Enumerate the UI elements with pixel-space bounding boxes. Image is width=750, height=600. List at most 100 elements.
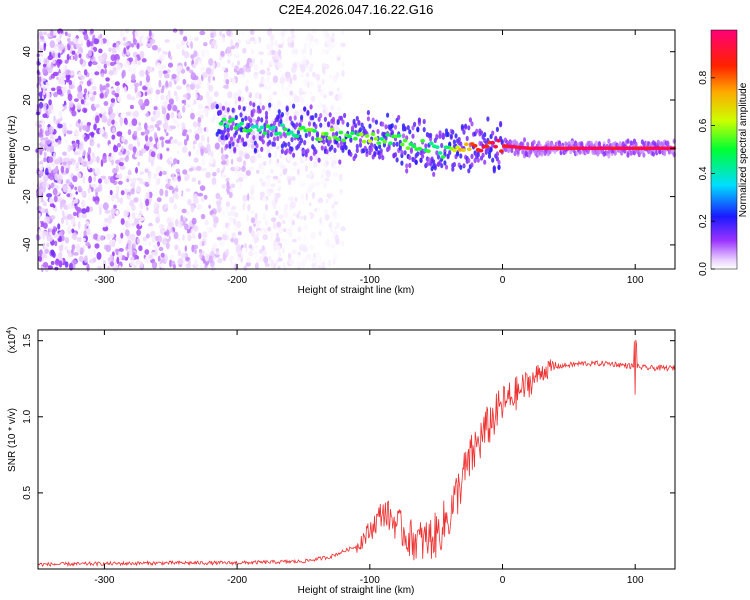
noise-cell	[47, 67, 53, 74]
noise-cell	[47, 109, 52, 115]
noise-cell	[112, 251, 115, 257]
noise-cell	[266, 76, 270, 81]
ridge-cell	[405, 146, 411, 151]
noise-cell	[159, 188, 164, 196]
noise-cell	[126, 205, 130, 211]
noise-cell	[36, 206, 42, 211]
noise-cell	[129, 182, 136, 188]
noise-cell	[325, 76, 331, 81]
noise-cell	[44, 216, 50, 224]
noise-cell	[301, 258, 308, 265]
ridge-halo-cell	[416, 151, 420, 157]
ridge-halo-cell	[285, 148, 289, 154]
noise-cell	[228, 179, 233, 185]
noise-cell	[298, 178, 302, 183]
noise-cell	[130, 256, 135, 261]
noise-cell	[311, 27, 318, 35]
noise-cell	[270, 39, 274, 47]
noise-cell	[78, 156, 82, 164]
noise-cell	[144, 181, 150, 187]
ridge-halo-cell	[491, 130, 495, 136]
ridge-halo-cell	[436, 154, 441, 160]
ridge-halo-cell	[231, 141, 235, 147]
noise-cell	[96, 143, 101, 149]
ridge-halo-cell	[231, 120, 235, 126]
noise-cell	[53, 134, 59, 140]
ridge-cell	[411, 144, 417, 149]
ridge-halo-cell	[223, 127, 227, 133]
noise-cell	[111, 119, 115, 125]
noise-cell	[270, 168, 275, 174]
noise-cell	[80, 99, 85, 105]
noise-cell	[209, 157, 214, 165]
noise-cell	[333, 193, 337, 200]
noise-cell	[148, 29, 152, 38]
noise-cell	[200, 213, 206, 220]
noise-cell	[224, 230, 228, 236]
ridge-halo-cell	[416, 127, 420, 133]
noise-cell	[66, 129, 73, 135]
noise-cell	[172, 28, 178, 33]
ridge-halo-cell	[499, 120, 503, 127]
ridge-cell	[396, 133, 402, 138]
noise-cell	[261, 245, 265, 252]
noise-cell	[71, 259, 78, 266]
noise-cell	[102, 156, 108, 164]
ridge-halo-cell	[486, 116, 490, 122]
ridge-halo-cell	[597, 141, 602, 147]
noise-cell	[132, 67, 136, 75]
ridge-halo-cell	[350, 125, 355, 131]
noise-cell	[145, 192, 150, 199]
noise-cell	[70, 218, 76, 225]
noise-cell	[202, 231, 208, 239]
noise-cell	[245, 137, 251, 143]
noise-cell	[41, 220, 44, 226]
noise-cell	[93, 123, 97, 131]
noise-cell	[296, 213, 300, 219]
ridge-halo-cell	[516, 149, 520, 155]
noise-cell	[109, 261, 115, 267]
noise-cell	[105, 83, 110, 88]
noise-cell	[270, 183, 276, 188]
noise-cell	[119, 118, 123, 127]
noise-cell	[115, 174, 121, 179]
noise-cell	[220, 147, 224, 154]
noise-cell	[212, 113, 216, 122]
noise-cell	[309, 244, 315, 250]
noise-cell	[201, 167, 207, 172]
noise-cell	[64, 31, 68, 36]
noise-cell	[207, 136, 210, 144]
noise-cell	[53, 142, 59, 147]
ridge-halo-cell	[421, 153, 425, 159]
ridge-halo-cell	[218, 109, 222, 116]
noise-cell	[245, 78, 249, 86]
noise-cell	[140, 261, 143, 269]
noise-cell	[245, 67, 251, 73]
noise-cell	[42, 113, 48, 118]
ridge-halo-cell	[354, 153, 358, 159]
noise-cell	[42, 77, 46, 82]
noise-cell	[144, 98, 150, 107]
noise-cell	[169, 196, 175, 204]
noise-cell	[197, 78, 203, 86]
noise-cell	[244, 188, 249, 196]
noise-cell	[283, 228, 287, 233]
noise-cell	[104, 68, 107, 75]
noise-cell	[196, 204, 203, 210]
noise-cell	[285, 77, 290, 82]
noise-cell	[286, 153, 292, 161]
ridge-halo-cell	[264, 119, 269, 125]
ridge-halo-cell	[260, 117, 264, 123]
noise-cell	[292, 249, 297, 255]
x-tick-label: -100	[360, 275, 380, 286]
noise-cell	[141, 230, 147, 235]
noise-cell	[282, 247, 285, 254]
noise-cell	[51, 87, 56, 92]
noise-cell	[289, 90, 294, 96]
noise-cell	[98, 217, 104, 224]
ridge-cell	[280, 123, 285, 128]
noise-cell	[86, 206, 90, 213]
noise-cell	[77, 119, 81, 124]
noise-cell	[270, 231, 274, 238]
noise-cell	[299, 164, 305, 172]
